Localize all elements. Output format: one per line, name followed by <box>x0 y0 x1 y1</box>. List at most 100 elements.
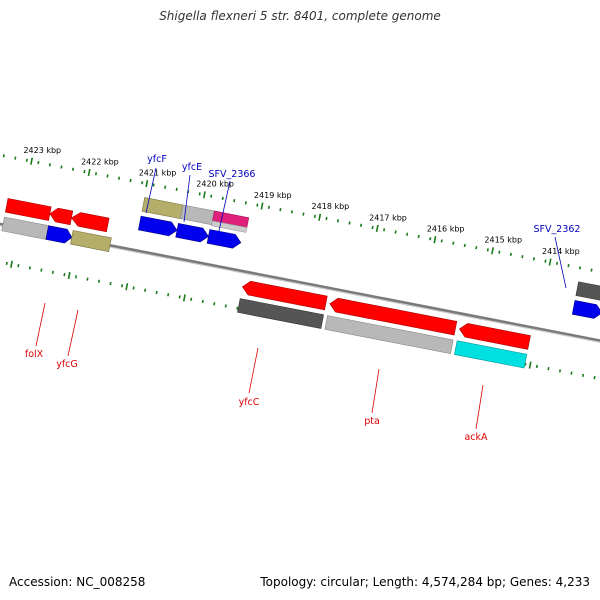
ruler-minor-tick <box>120 284 124 288</box>
ruler-minor-tick <box>535 364 539 369</box>
ruler-minor-tick <box>132 286 135 290</box>
gene-yfcF-feature[interactable] <box>141 197 184 220</box>
gene-ackA-feature[interactable] <box>454 340 528 369</box>
ruler-minor-tick <box>555 261 559 265</box>
gene-label-yfcG[interactable]: yfcG <box>56 359 78 370</box>
leader-SFV_2366 <box>218 180 231 232</box>
ruler-minor-tick <box>593 376 596 380</box>
accession-label: Accession: NC_008258 <box>9 575 146 589</box>
ruler-minor-tick <box>51 270 54 274</box>
blue-gene-3[interactable] <box>206 229 242 249</box>
ruler-tick-label: 2417 kbp <box>369 213 407 222</box>
ruler-minor-tick <box>383 228 386 232</box>
ruler-major-tick <box>433 236 437 244</box>
blue-gene-2[interactable] <box>175 223 210 243</box>
ruler-major-tick <box>125 283 129 291</box>
ruler-minor-tick <box>175 187 178 192</box>
ruler-major-tick <box>145 180 149 188</box>
ruler-minor-tick <box>290 210 293 214</box>
ruler-minor-tick <box>590 268 593 272</box>
ruler-minor-tick <box>28 266 31 270</box>
ruler-major-tick <box>260 202 264 210</box>
ruler-minor-tick <box>463 243 466 248</box>
ruler-minor-tick <box>63 272 66 277</box>
gene-label-SFV_2366[interactable]: SFV_2366 <box>209 169 256 180</box>
ruler-minor-tick <box>129 178 132 183</box>
ruler-minor-tick <box>97 279 101 283</box>
outer-ruler <box>2 154 593 272</box>
ruler-minor-tick <box>570 371 573 375</box>
ruler-tick-label: 2422 kbp <box>81 157 119 166</box>
ruler-minor-tick <box>417 234 420 239</box>
ruler-minor-tick <box>224 304 227 308</box>
gene-SFV_2362-feature[interactable] <box>575 281 600 302</box>
gene-labels: yfcF yfcE SFV_2366 SFV_2362 folX yfcG yf… <box>25 154 581 443</box>
gene-left-red-feature[interactable] <box>4 198 52 221</box>
ruler-minor-tick <box>155 290 158 295</box>
ruler-minor-tick <box>74 275 78 279</box>
ruler-minor-tick <box>106 174 109 178</box>
gene-label-yfcF[interactable]: yfcF <box>147 154 167 165</box>
gene-pta-feature[interactable] <box>324 315 454 355</box>
leader-yfcE <box>183 174 191 223</box>
gene-yfcC-feature[interactable] <box>237 298 324 329</box>
gene-label-folX[interactable]: folX <box>25 349 44 360</box>
ruler-minor-tick <box>524 362 527 366</box>
gene-left-gray-feature[interactable] <box>1 216 49 240</box>
ruler-major-tick <box>10 260 13 268</box>
ruler-minor-tick <box>452 241 455 245</box>
ruler-minor-tick <box>313 214 317 218</box>
ruler-minor-tick <box>325 216 328 221</box>
gene-label-SFV_2362[interactable]: SFV_2362 <box>534 224 581 235</box>
ruler-minor-tick <box>244 201 247 205</box>
gene-yfcC-arrow[interactable] <box>241 280 328 311</box>
ruler-minor-tick <box>37 160 40 165</box>
gene-yfcG-arrow[interactable] <box>70 211 110 233</box>
ruler-minor-tick <box>144 288 147 292</box>
ruler-major-tick <box>182 294 186 302</box>
ruler-minor-tick <box>5 261 8 266</box>
ruler-tick-label: 2416 kbp <box>427 225 465 234</box>
gene-ackA-arrow[interactable] <box>458 322 531 350</box>
ruler-minor-tick <box>547 367 550 371</box>
ruler-minor-tick <box>578 266 582 270</box>
gene-label-ackA[interactable]: ackA <box>464 432 488 443</box>
blue-gene-right-1[interactable] <box>571 300 600 319</box>
ruler-minor-tick <box>558 369 562 373</box>
gene-pta-arrow[interactable] <box>328 297 458 336</box>
ruler-tick-label: 2420 kbp <box>196 180 234 189</box>
ruler-minor-tick <box>509 252 512 257</box>
ruler-minor-tick <box>86 277 89 281</box>
gene-yfcG-feature[interactable] <box>70 230 112 252</box>
ruler-major-tick <box>491 247 494 255</box>
ruler-minor-tick <box>567 263 570 268</box>
ruler-minor-tick <box>190 297 193 301</box>
ruler-minor-tick <box>2 154 5 158</box>
gene-label-pta[interactable]: pta <box>364 416 380 427</box>
gene-label-yfcE[interactable]: yfcE <box>182 162 202 173</box>
ruler-minor-tick <box>164 185 167 189</box>
ruler-minor-tick <box>60 165 63 169</box>
ruler-minor-tick <box>109 281 112 286</box>
leader-yfcC <box>248 347 259 394</box>
ruler-minor-tick <box>348 221 351 225</box>
ruler-tick-label: 2415 kbp <box>484 236 522 245</box>
gene-folX-blue-arrow[interactable] <box>45 225 73 245</box>
ruler-minor-tick <box>48 163 51 167</box>
leader-SFV_2362 <box>554 236 567 289</box>
inner-genes <box>1 216 528 369</box>
gene-label-yfcC[interactable]: yfcC <box>239 397 260 408</box>
ruler-tick-label: 2418 kbp <box>312 202 350 211</box>
ruler-minor-tick <box>440 239 443 243</box>
leader-folX <box>35 302 46 347</box>
ruler-tick-label: 2419 kbp <box>254 191 292 200</box>
gene-folX-arrow[interactable] <box>49 207 74 226</box>
ruler-minor-tick <box>371 225 374 230</box>
ruler-major-tick <box>375 224 379 233</box>
leader-yfcF <box>145 167 157 214</box>
blue-gene-1[interactable] <box>138 215 178 237</box>
ruler-minor-tick <box>83 169 86 174</box>
forward-strand-genes <box>141 197 600 302</box>
ruler-tick-label: 2414 kbp <box>542 247 580 256</box>
